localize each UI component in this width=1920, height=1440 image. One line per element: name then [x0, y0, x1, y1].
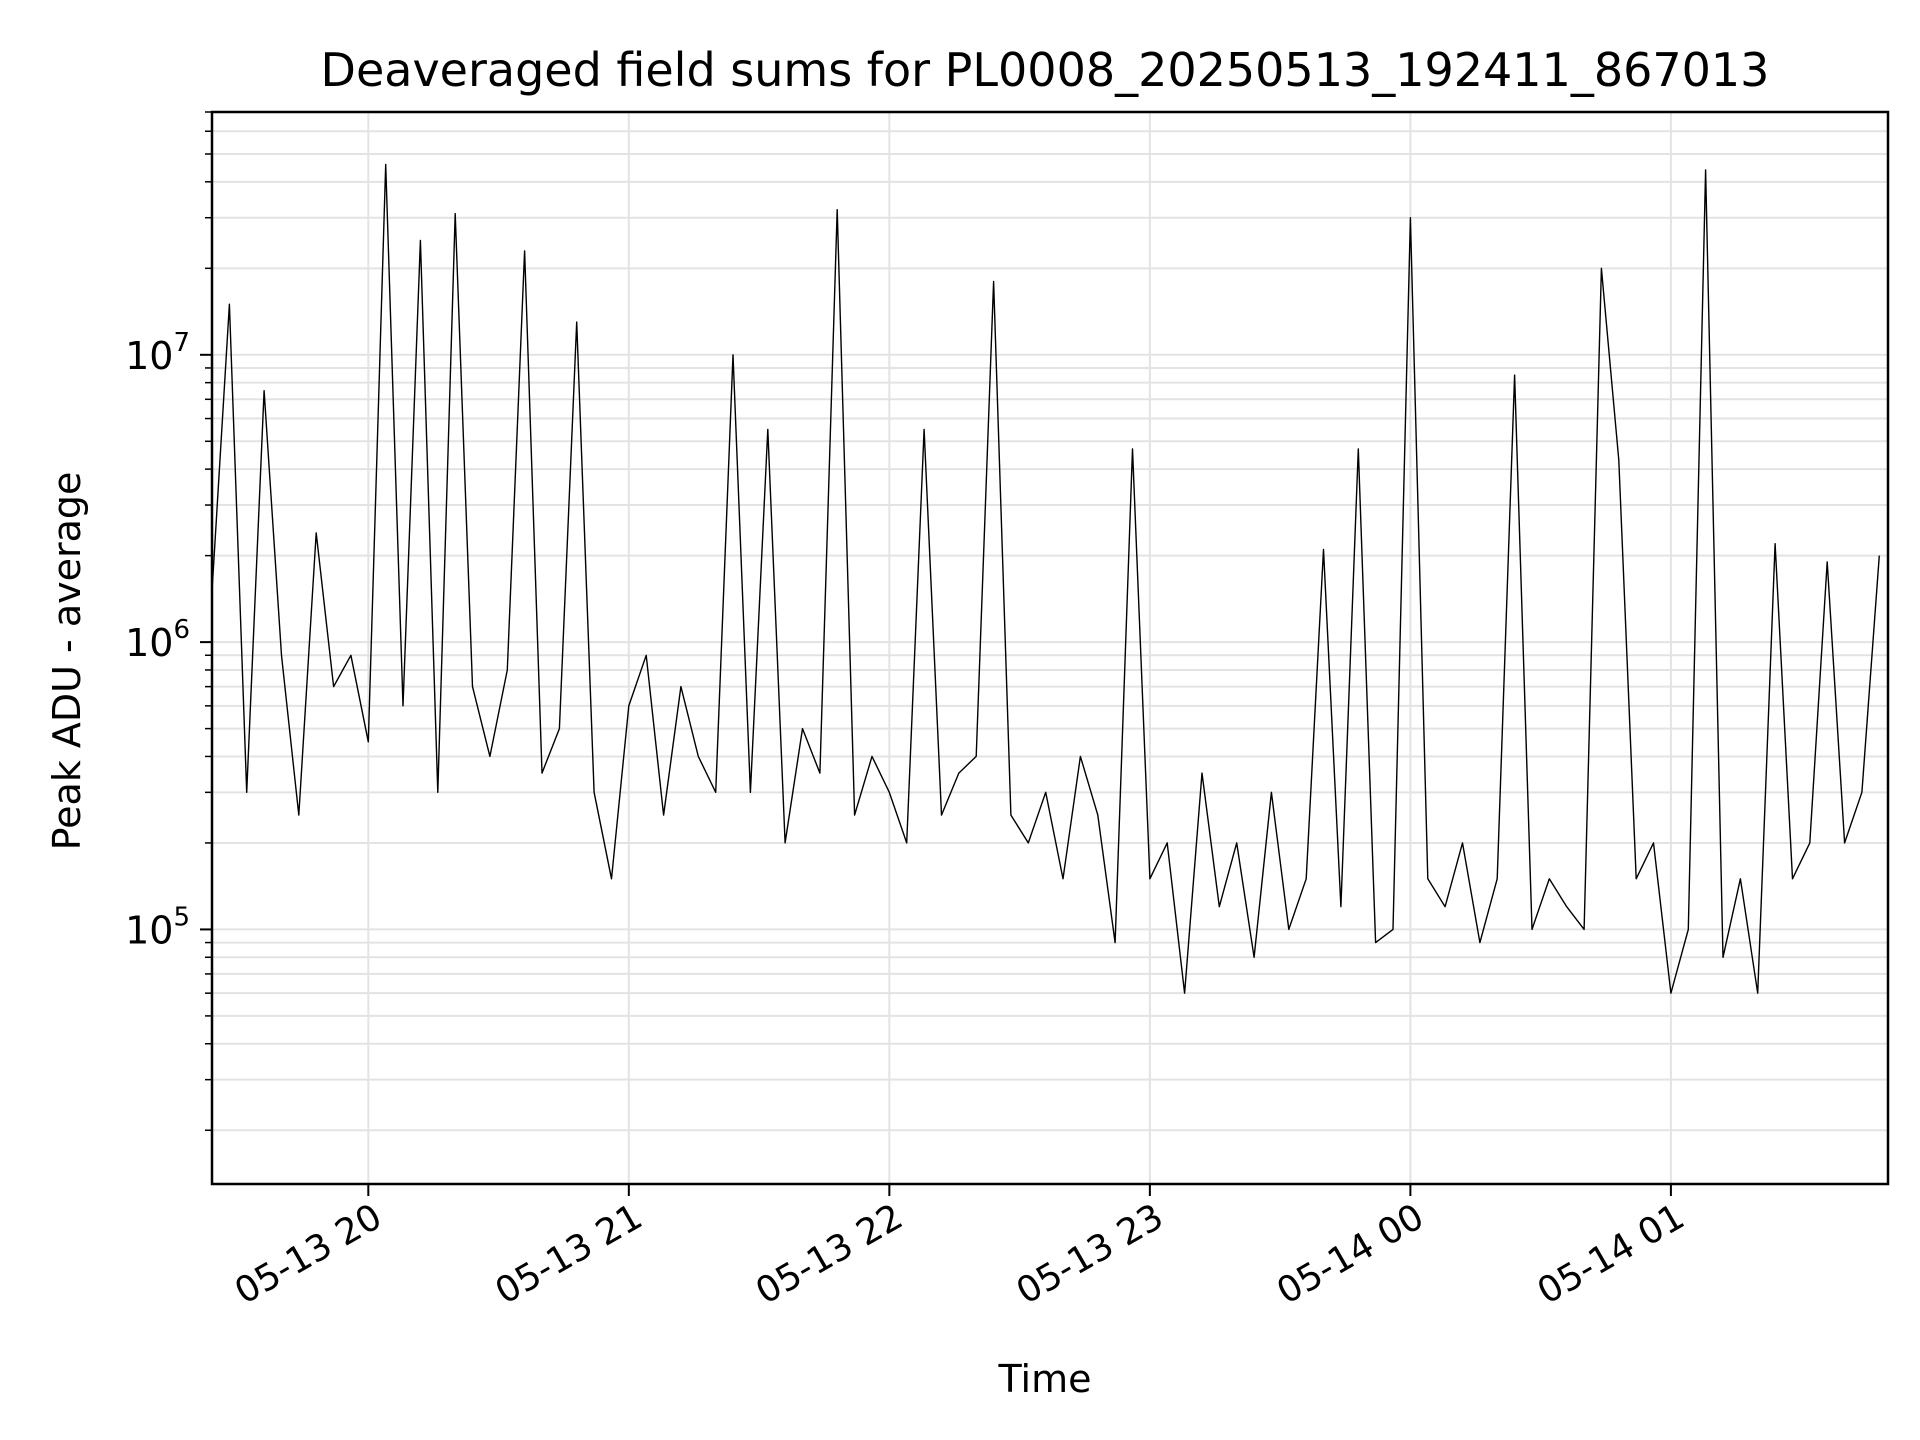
series-line	[211, 163, 1880, 994]
grid	[212, 111, 1888, 1184]
y-axis-label: Peak ADU - average	[45, 472, 89, 851]
chart-title: Deaveraged field sums for PL0008_2025051…	[321, 43, 1770, 97]
x-axis-label: Time	[998, 1357, 1092, 1401]
y-tick-label: 107	[125, 328, 190, 378]
plot-area	[211, 163, 1880, 994]
plot-frame	[210, 110, 1890, 1186]
y-axis: 105 106 107	[125, 111, 212, 1131]
y-tick-label: 105	[125, 902, 190, 952]
y-tick-label: 106	[125, 615, 190, 665]
